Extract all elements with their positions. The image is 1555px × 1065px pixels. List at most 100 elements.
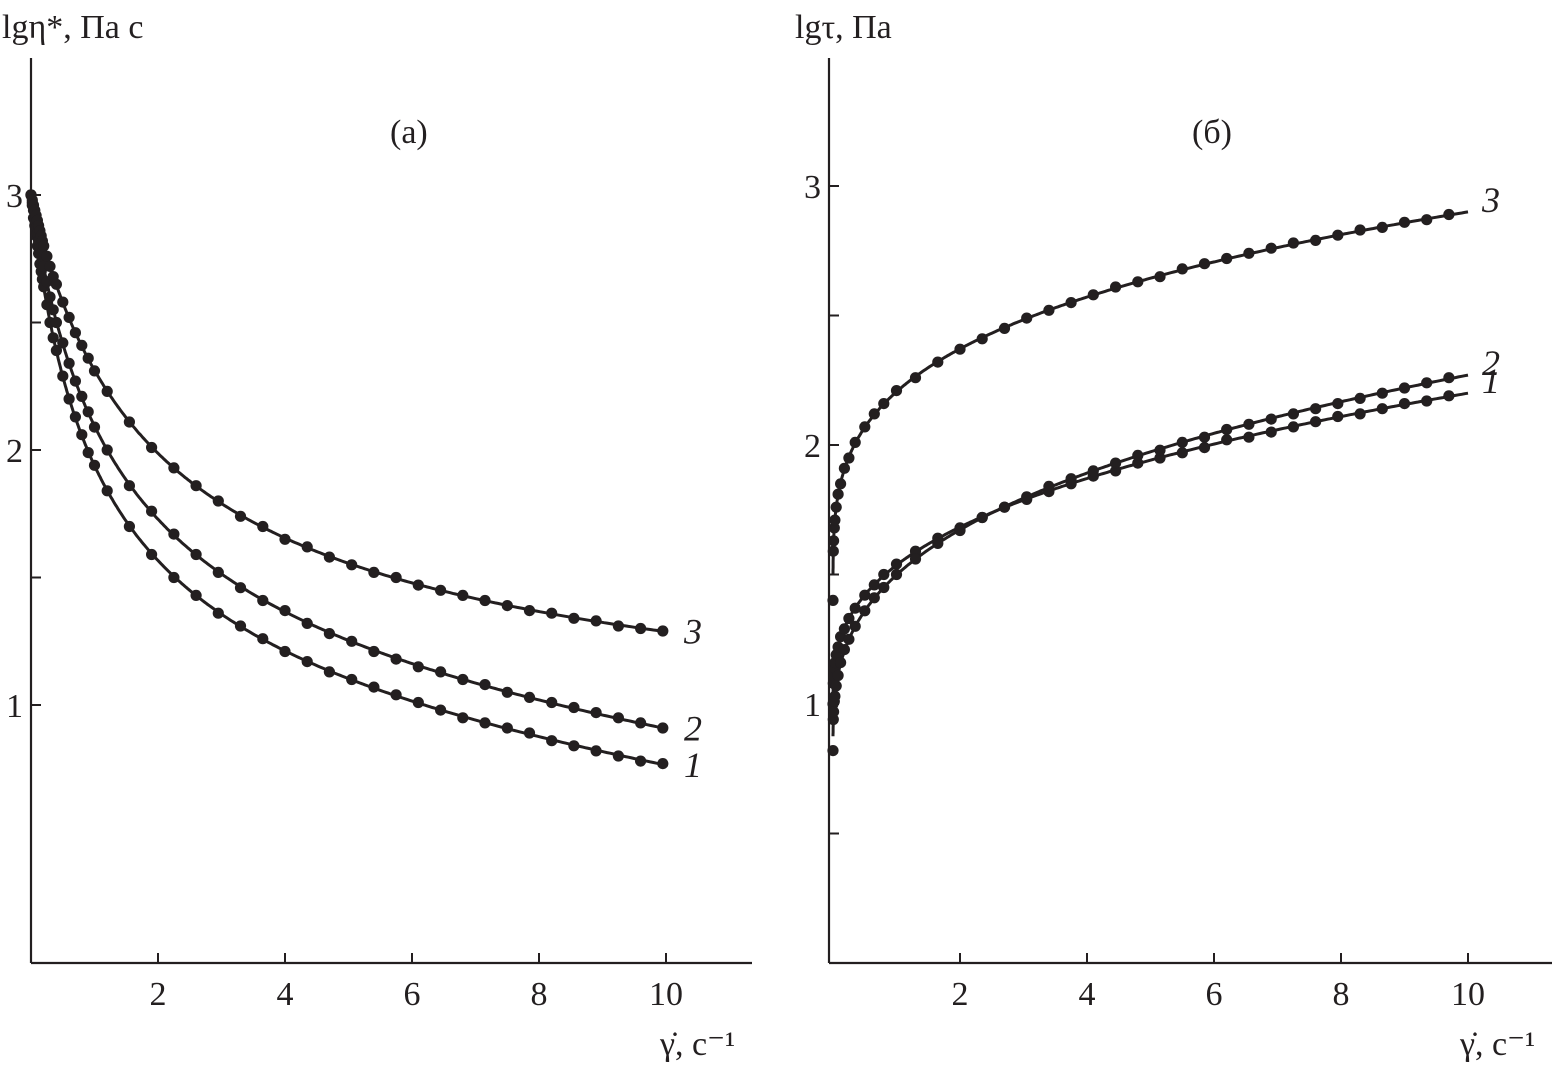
data-point-series-1 — [435, 704, 447, 716]
data-point-series-3 — [827, 594, 839, 607]
data-point-series-1 — [1332, 410, 1344, 423]
data-point-series-3 — [954, 343, 966, 355]
data-point-series-3 — [829, 514, 841, 526]
data-point-series-3 — [346, 559, 358, 571]
data-point-series-3 — [890, 385, 903, 397]
data-point-series-2 — [47, 304, 59, 316]
data-point-series-3 — [612, 620, 625, 632]
axes-a — [29, 58, 752, 965]
data-point-series-3 — [123, 416, 135, 428]
data-point-series-3 — [88, 365, 101, 377]
data-point-series-2 — [843, 633, 855, 645]
data-point-series-2 — [368, 645, 380, 658]
data-point-series-2 — [190, 548, 202, 561]
data-point-series-2 — [1043, 480, 1055, 492]
data-point-series-2 — [44, 291, 56, 303]
data-point-series-2 — [1221, 423, 1233, 436]
data-point-series-1 — [849, 602, 861, 614]
data-point-series-3 — [998, 322, 1011, 334]
data-point-series-2 — [835, 657, 847, 669]
x-tick-label: 8 — [531, 976, 548, 1013]
data-point-series-2 — [82, 406, 94, 418]
data-point-series-2 — [390, 653, 402, 665]
data-point-series-3 — [1132, 276, 1144, 288]
data-point-series-1 — [1110, 465, 1122, 477]
data-point-series-1 — [168, 571, 180, 584]
data-points-b — [827, 208, 1455, 757]
data-point-series-3 — [1154, 271, 1166, 283]
data-point-series-1 — [1176, 447, 1188, 459]
data-point-series-1 — [657, 758, 669, 770]
data-point-series-1 — [1421, 395, 1433, 407]
data-point-series-3 — [1176, 263, 1188, 275]
axes-b — [827, 58, 1552, 965]
data-point-series-1 — [1354, 408, 1366, 420]
data-point-series-1 — [212, 607, 224, 619]
data-point-series-2 — [346, 635, 358, 647]
data-point-series-2 — [998, 501, 1011, 513]
data-point-series-1 — [838, 623, 851, 635]
data-point-series-2 — [1243, 418, 1255, 430]
data-point-series-1 — [47, 332, 59, 344]
data-point-series-2 — [1287, 408, 1299, 420]
data-point-series-3 — [657, 625, 669, 637]
data-point-series-2 — [501, 686, 513, 698]
data-point-series-2 — [88, 421, 101, 433]
data-point-series-3 — [1221, 252, 1233, 265]
data-point-series-1 — [1221, 434, 1233, 446]
data-point-series-3 — [69, 327, 81, 339]
data-point-series-2 — [612, 712, 625, 724]
data-point-series-3 — [1287, 237, 1299, 249]
x-tick-label: 10 — [1451, 976, 1485, 1013]
data-point-series-1 — [890, 558, 903, 570]
data-point-series-3 — [546, 607, 558, 619]
data-point-series-2 — [435, 666, 447, 678]
data-point-series-1 — [1287, 421, 1299, 433]
data-point-series-2 — [890, 568, 903, 581]
data-point-series-2 — [657, 722, 669, 734]
data-point-series-3 — [1354, 224, 1366, 236]
data-point-series-2 — [523, 691, 536, 704]
data-point-series-1 — [1376, 403, 1388, 415]
data-point-series-2 — [859, 605, 871, 617]
y-tick-label: 2 — [804, 428, 821, 465]
data-point-series-1 — [82, 447, 94, 459]
curve-label-2: 2 — [684, 709, 702, 749]
x-tick-label: 4 — [1079, 976, 1096, 1013]
data-point-series-3 — [838, 462, 851, 474]
data-point-series-2 — [1132, 449, 1144, 461]
data-point-series-2 — [849, 620, 861, 632]
data-point-series-1 — [69, 411, 81, 423]
data-point-series-2 — [568, 701, 580, 714]
data-point-series-2 — [838, 644, 851, 656]
data-point-series-1 — [868, 579, 880, 591]
data-point-series-1 — [88, 459, 101, 471]
data-point-series-1 — [909, 545, 922, 557]
data-point-series-3 — [1043, 304, 1055, 316]
fit-curve-2 — [831, 373, 1469, 737]
data-point-series-2 — [1443, 372, 1455, 384]
data-point-series-1 — [523, 727, 536, 739]
data-point-series-3 — [1332, 229, 1344, 241]
data-point-series-1 — [878, 568, 890, 581]
data-point-series-2 — [479, 679, 491, 691]
data-point-series-1 — [546, 735, 558, 747]
data-point-series-3 — [932, 356, 944, 368]
fit-curve-1 — [831, 391, 1469, 695]
data-point-series-3 — [301, 541, 313, 553]
y-tick-label: 1 — [6, 688, 23, 725]
x-tick-label: 8 — [1333, 976, 1350, 1013]
data-point-series-2 — [1310, 403, 1322, 415]
data-point-series-3 — [457, 589, 469, 602]
data-point-series-3 — [1421, 214, 1433, 226]
data-point-series-2 — [1332, 398, 1344, 410]
data-point-series-2 — [635, 717, 647, 729]
data-point-series-3 — [190, 480, 202, 492]
data-point-series-1 — [1154, 452, 1166, 464]
data-point-series-3 — [849, 436, 861, 448]
x-tick-label: 2 — [150, 976, 167, 1013]
data-point-series-3 — [323, 551, 335, 563]
data-point-series-2 — [1065, 473, 1077, 485]
